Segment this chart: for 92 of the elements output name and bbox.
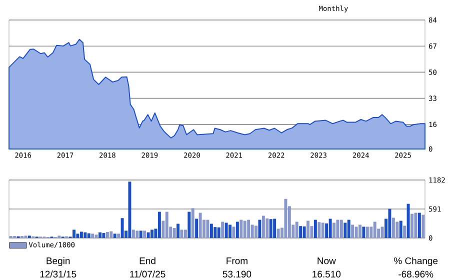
bar [362,226,366,238]
bar [276,228,280,238]
bar [306,220,310,238]
bar [410,214,414,238]
bar [172,228,176,238]
bar [388,208,392,238]
bar [80,232,83,238]
text: -68.96% [398,270,434,278]
bar [224,222,228,238]
bar [258,220,262,238]
bar [184,230,187,238]
bar [236,222,239,238]
bar [132,230,135,238]
bar [176,224,180,238]
bar [84,232,87,238]
bar [136,230,139,238]
bar [314,220,317,238]
bar [318,222,321,238]
bar [366,226,369,238]
bar [269,219,272,238]
bar [113,234,116,238]
bar [262,216,265,238]
bar [117,234,120,238]
bar [399,220,402,238]
bar [240,220,243,238]
bar [106,232,109,238]
bar [76,234,80,238]
bar [94,234,98,238]
bar [266,218,269,238]
text: Now [318,258,336,264]
bar [120,218,124,238]
bar [373,222,376,238]
bar [321,222,324,238]
bar [299,226,302,238]
bar [198,212,202,238]
bar [206,220,210,238]
bar [158,212,161,238]
bar [180,230,184,238]
bar [191,208,194,238]
text: From [226,258,248,264]
bar [128,182,132,238]
bar [273,218,276,238]
bar [403,226,406,238]
text: % Change [394,257,438,266]
bar [302,226,306,238]
bar [139,230,142,238]
bar [72,230,76,238]
text: 53.190 [222,270,252,278]
bar [418,212,421,238]
bar [232,226,236,238]
bar [210,224,213,238]
bar [422,214,425,238]
bar [221,222,224,238]
text: 12/31/15 [40,270,76,278]
bar [98,232,102,238]
bar [295,222,298,238]
bar [340,220,343,238]
bar [214,227,217,238]
bar [332,222,336,238]
bar [110,231,113,238]
bar [414,212,418,238]
bar [336,220,340,238]
bar [284,198,288,238]
bar [247,220,250,238]
bar [406,204,410,238]
bar [217,227,220,238]
bar [150,230,154,238]
bar [328,218,332,238]
bar [87,233,90,238]
bar [347,220,350,238]
text: Begin [46,257,70,266]
text: 16.510 [312,270,341,278]
bar [146,232,150,238]
text: 11/07/25 [130,270,166,278]
bar [195,218,198,238]
bar [143,230,146,238]
bar [392,218,395,238]
bar [358,224,362,238]
bar [396,222,399,238]
bar [188,212,191,238]
bar [91,234,94,238]
bar [228,224,232,238]
bar [102,233,106,238]
bar [380,226,384,238]
text: End [140,257,156,264]
bar [254,226,258,238]
bar [354,226,358,238]
bar [325,223,328,238]
bar [243,220,246,238]
bar [344,222,347,238]
bar [351,224,354,238]
bar [165,212,168,238]
